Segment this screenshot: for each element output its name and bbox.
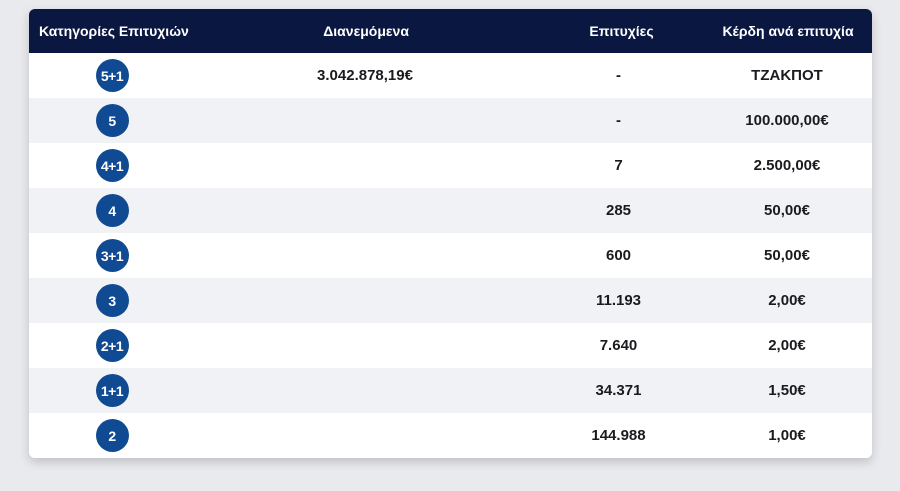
table-header: Κατηγορίες Επιτυχιών Διανεμόμενα Επιτυχί… [29, 9, 872, 53]
table-row: 5+1 3.042.878,19€ - ΤΖΑΚΠΟΤ [29, 53, 872, 98]
winners-cell: 34.371 [595, 382, 642, 399]
results-table: Κατηγορίες Επιτυχιών Διανεμόμενα Επιτυχί… [29, 9, 872, 458]
prize-cell: 1,50€ [768, 382, 806, 399]
header-category: Κατηγορίες Επιτυχιών [39, 23, 189, 39]
header-winners: Επιτυχίες [589, 23, 654, 39]
winners-cell: - [616, 112, 621, 129]
table-row: 1+1 34.371 1,50€ [29, 368, 872, 413]
distributed-cell: 3.042.878,19€ [317, 67, 413, 84]
winners-cell: - [616, 67, 621, 84]
winners-cell: 600 [605, 247, 632, 264]
table-row: 3+1 600 50,00€ [29, 233, 872, 278]
prize-cell: ΤΖΑΚΠΟΤ [751, 67, 823, 84]
category-badge: 3+1 [95, 239, 129, 272]
prize-cell: 1,00€ [768, 427, 806, 444]
table-row: 3 11.193 2,00€ [29, 278, 872, 323]
table-row: 4 285 50,00€ [29, 188, 872, 233]
table-row: 5 - 100.000,00€ [29, 98, 872, 143]
winners-cell: 7.640 [599, 337, 638, 354]
category-badge: 4+1 [95, 149, 129, 182]
category-badge: 5+1 [95, 59, 129, 92]
prize-cell: 50,00€ [764, 247, 810, 264]
prize-cell: 100.000,00€ [745, 112, 829, 129]
prize-cell: 2.500,00€ [753, 157, 821, 174]
prize-cell: 2,00€ [768, 337, 806, 354]
category-badge: 3 [95, 284, 129, 317]
winners-cell: 11.193 [595, 292, 642, 309]
header-distributed: Διανεμόμενα [323, 23, 409, 39]
prize-cell: 2,00€ [768, 292, 806, 309]
category-badge: 2 [95, 419, 129, 452]
table-row: 2+1 7.640 2,00€ [29, 323, 872, 368]
table-row: 4+1 7 2.500,00€ [29, 143, 872, 188]
category-badge: 1+1 [95, 374, 129, 407]
winners-cell: 285 [605, 202, 632, 219]
category-badge: 2+1 [95, 329, 129, 362]
category-badge: 5 [95, 104, 129, 137]
category-badge: 4 [95, 194, 129, 227]
winners-cell: 144.988 [591, 427, 646, 444]
header-prize: Κέρδη ανά επιτυχία [722, 23, 854, 39]
table-row: 2 144.988 1,00€ [29, 413, 872, 458]
winners-cell: 7 [614, 157, 623, 174]
prize-cell: 50,00€ [764, 202, 810, 219]
